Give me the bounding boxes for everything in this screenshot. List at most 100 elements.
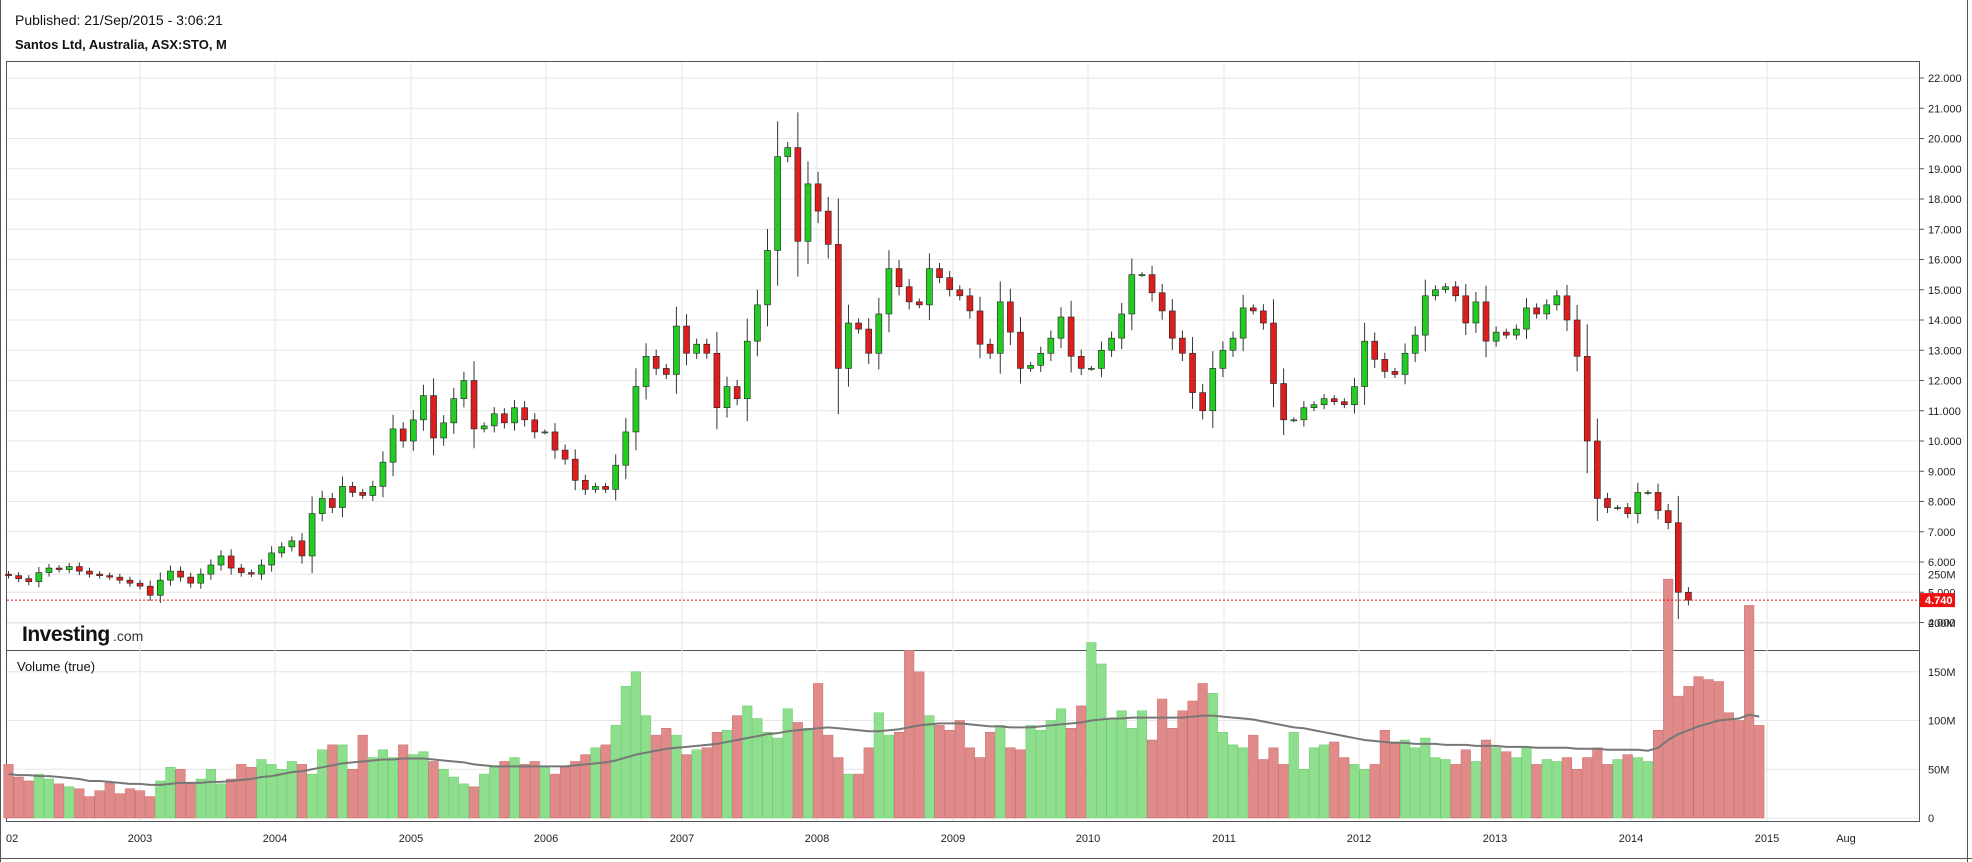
volume-bar	[843, 773, 854, 819]
volume-bar	[1379, 730, 1390, 819]
volume-bar	[1410, 747, 1421, 819]
volume-bar	[1086, 642, 1097, 819]
time-tick-label: 2006	[534, 833, 558, 845]
volume-bar	[610, 725, 621, 819]
volume-bars	[3, 578, 1765, 819]
volume-bar	[641, 715, 652, 819]
candle-body	[1452, 286, 1459, 297]
candle-body	[1654, 492, 1662, 511]
candle-body	[632, 386, 640, 433]
volume-bar	[1622, 754, 1633, 819]
volume-bar	[651, 734, 662, 819]
volume-bar	[135, 790, 146, 819]
volume-bar	[1491, 747, 1502, 819]
candle-body	[480, 425, 488, 430]
volume-bar	[114, 793, 125, 819]
volume-bar	[802, 728, 814, 819]
candle-body	[835, 244, 842, 369]
candle-body	[511, 407, 518, 424]
price-tick-label: 7.000	[1928, 527, 1956, 539]
candle-body	[1229, 337, 1237, 351]
candle-body	[693, 343, 700, 354]
candle-body	[379, 461, 387, 487]
candle-body	[1594, 440, 1601, 499]
candle-body	[1533, 307, 1540, 315]
price-tick-label: 8.000	[1928, 497, 1956, 509]
volume-bar	[1096, 663, 1107, 819]
volume-tick-label: 50M	[1928, 764, 1949, 776]
price-tick-label: 4.000	[1928, 618, 1956, 630]
volume-bar	[1339, 757, 1350, 819]
candle-body	[1675, 522, 1682, 593]
candle-body	[329, 498, 336, 508]
volume-bar	[721, 730, 733, 819]
volume-bar	[1561, 757, 1573, 819]
volume-bar	[1440, 759, 1451, 819]
candle-body	[1442, 286, 1449, 291]
candle-body	[855, 322, 862, 330]
volume-bar	[317, 749, 328, 819]
volume-tick-label: 150M	[1928, 667, 1956, 679]
volume-bar	[428, 761, 439, 819]
candle-body	[875, 313, 883, 354]
volume-bar	[1167, 728, 1178, 819]
volume-bar	[732, 715, 743, 819]
volume-bar	[175, 769, 186, 819]
volume-bar	[256, 759, 267, 819]
candle-body	[430, 395, 437, 439]
volume-bar	[1025, 725, 1036, 819]
volume-bar	[1116, 710, 1127, 819]
volume-tick-label: 250M	[1928, 569, 1956, 581]
volume-bar	[701, 747, 712, 819]
volume-bar	[570, 761, 581, 819]
candle-body	[1330, 398, 1338, 402]
candle-body	[1118, 313, 1125, 339]
candle-body	[662, 368, 670, 375]
candle-body	[986, 343, 994, 354]
price-tick-label: 22.000	[1928, 73, 1962, 85]
candle-body	[399, 428, 407, 442]
volume-bar	[276, 769, 287, 819]
volume-bar	[691, 749, 702, 819]
volume-bar	[671, 734, 682, 819]
price-tick-label: 21.000	[1928, 103, 1962, 115]
volume-bar	[964, 747, 975, 819]
volume-bar	[1177, 710, 1188, 819]
candle-body	[1371, 340, 1378, 360]
volume-bar	[1015, 749, 1026, 819]
candle-body	[157, 579, 164, 596]
candle-body	[936, 268, 943, 278]
volume-bar	[367, 757, 378, 819]
candle-body	[197, 573, 205, 584]
candle-body	[784, 147, 792, 157]
volume-bar	[772, 737, 783, 819]
volume-bar	[833, 757, 844, 819]
volume-bar	[580, 754, 591, 819]
candle-body	[1007, 301, 1014, 333]
candle-body	[126, 579, 134, 584]
candle-body	[1260, 310, 1267, 324]
candle-body	[308, 513, 316, 557]
volume-bar	[104, 782, 115, 819]
candle-body	[1583, 355, 1591, 442]
volume-bar	[630, 671, 641, 819]
candle-body	[1381, 359, 1389, 372]
candle-body	[946, 277, 953, 291]
volume-bar	[1278, 764, 1289, 819]
candle-body	[1513, 328, 1520, 336]
volume-y-axis: 0 50M 100M 150M 200M 250M	[1928, 569, 1956, 825]
volume-bar	[1238, 747, 1249, 819]
candle-body	[926, 268, 933, 306]
volume-bar	[1663, 578, 1674, 819]
volume-bar	[853, 773, 864, 819]
volume-bar	[377, 749, 388, 819]
volume-bar	[1319, 744, 1330, 819]
candle-body	[1391, 371, 1399, 375]
candle-body	[1189, 352, 1196, 393]
volume-bar	[1288, 731, 1299, 819]
candle-body	[490, 413, 498, 427]
candle-body	[885, 268, 893, 315]
candle-body	[1523, 307, 1530, 330]
volume-bar	[1066, 728, 1077, 819]
